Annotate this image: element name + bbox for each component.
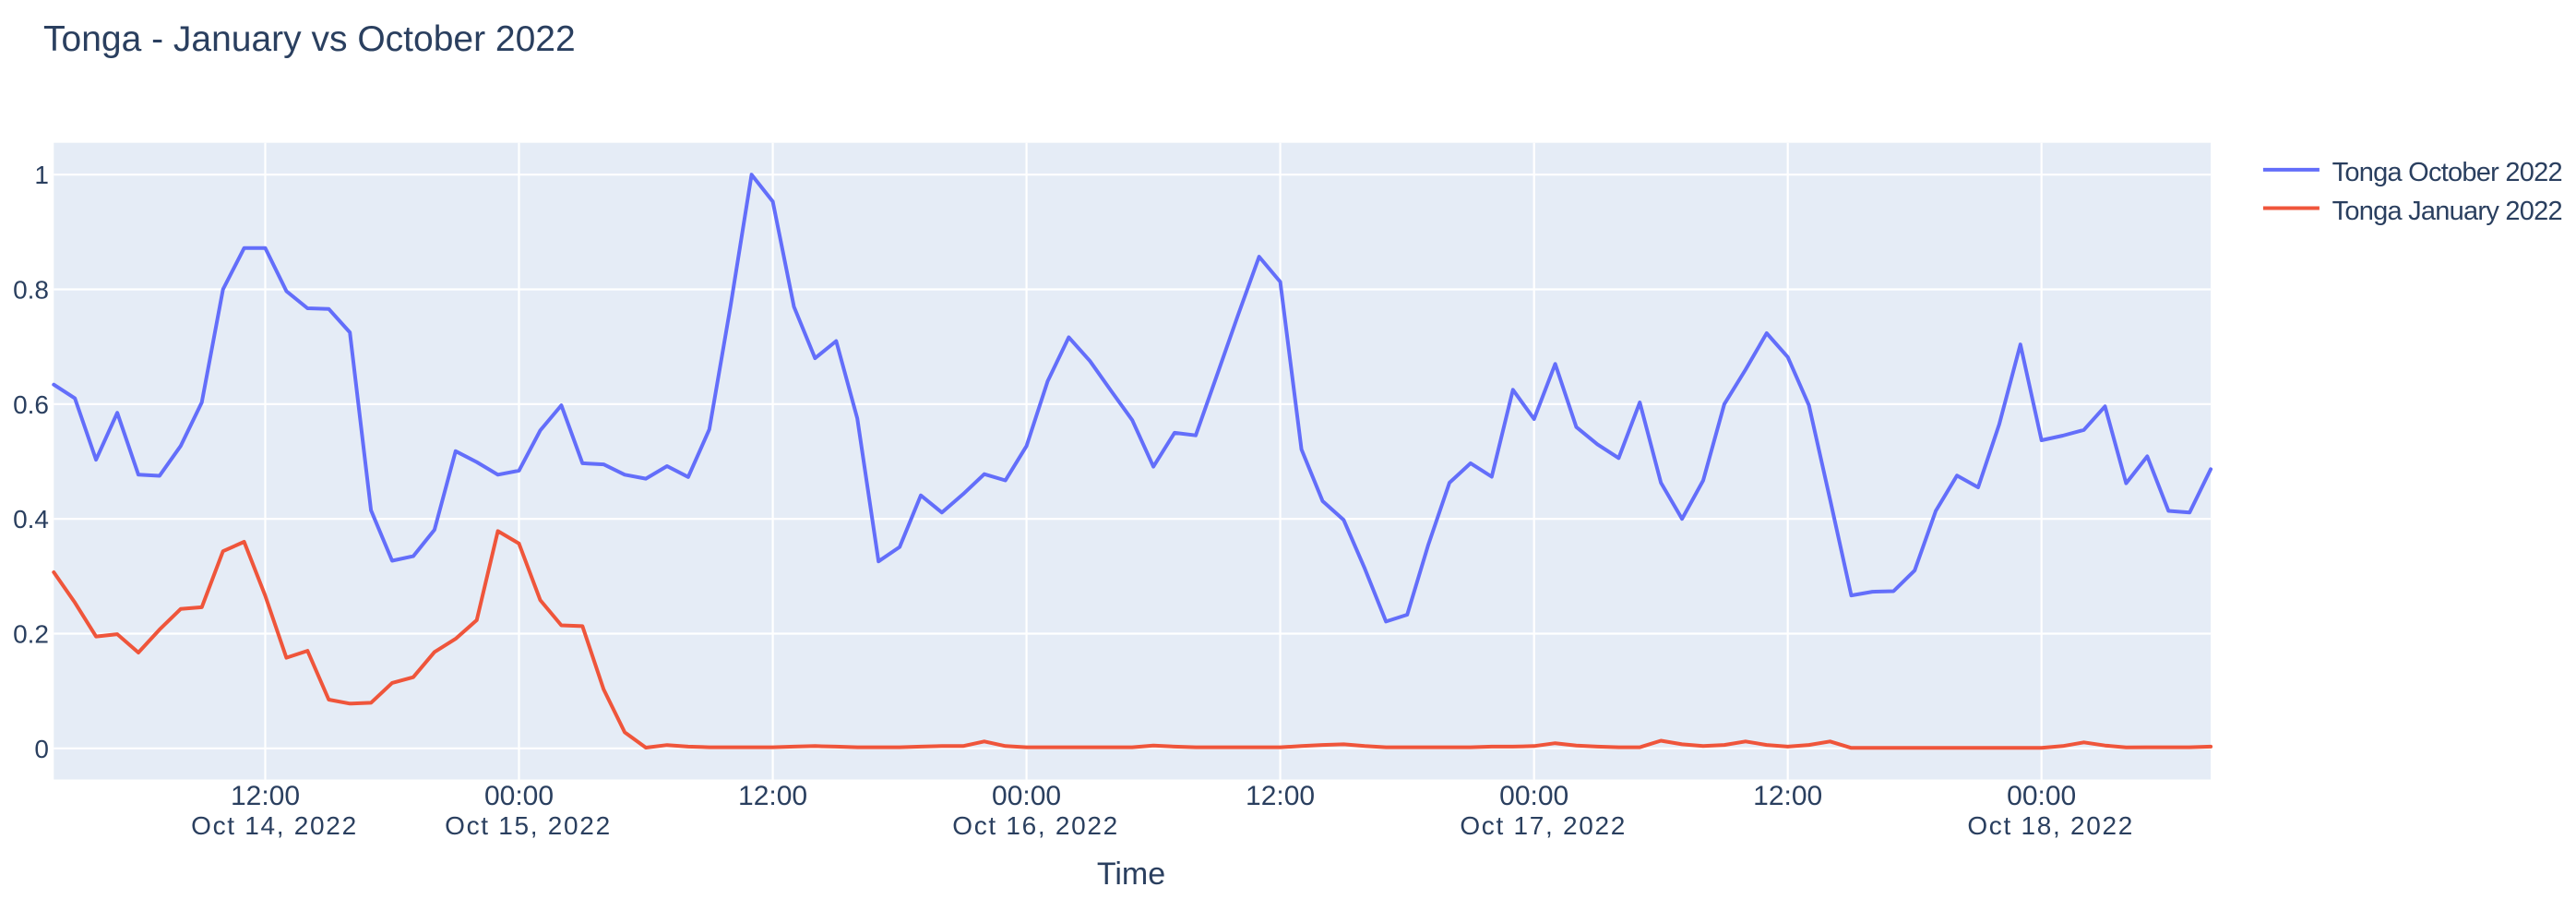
svg-text:12:00: 12:00 bbox=[1753, 781, 1822, 811]
svg-text:0.4: 0.4 bbox=[13, 505, 49, 533]
svg-text:Tonga January 2022: Tonga January 2022 bbox=[2332, 197, 2562, 226]
svg-text:12:00: 12:00 bbox=[1246, 781, 1315, 811]
svg-text:0.6: 0.6 bbox=[13, 390, 49, 419]
svg-text:Oct 15, 2022: Oct 15, 2022 bbox=[445, 811, 612, 840]
svg-text:Oct 14, 2022: Oct 14, 2022 bbox=[191, 811, 358, 840]
svg-text:0.2: 0.2 bbox=[13, 620, 49, 649]
svg-text:Time: Time bbox=[1097, 857, 1165, 892]
svg-text:0.8: 0.8 bbox=[13, 276, 49, 305]
svg-text:Tonga - January vs October 202: Tonga - January vs October 2022 bbox=[43, 19, 576, 59]
svg-text:Oct 16, 2022: Oct 16, 2022 bbox=[952, 811, 1119, 840]
svg-text:1: 1 bbox=[34, 161, 49, 189]
svg-text:0: 0 bbox=[34, 735, 49, 763]
svg-text:00:00: 00:00 bbox=[992, 781, 1061, 811]
svg-text:00:00: 00:00 bbox=[484, 781, 554, 811]
svg-text:00:00: 00:00 bbox=[2007, 781, 2076, 811]
svg-text:Oct 18, 2022: Oct 18, 2022 bbox=[1967, 811, 2134, 840]
svg-text:00:00: 00:00 bbox=[1499, 781, 1568, 811]
svg-text:12:00: 12:00 bbox=[231, 781, 300, 811]
svg-text:Oct 17, 2022: Oct 17, 2022 bbox=[1460, 811, 1627, 840]
svg-text:12:00: 12:00 bbox=[738, 781, 807, 811]
svg-text:Tonga October 2022: Tonga October 2022 bbox=[2332, 158, 2562, 187]
